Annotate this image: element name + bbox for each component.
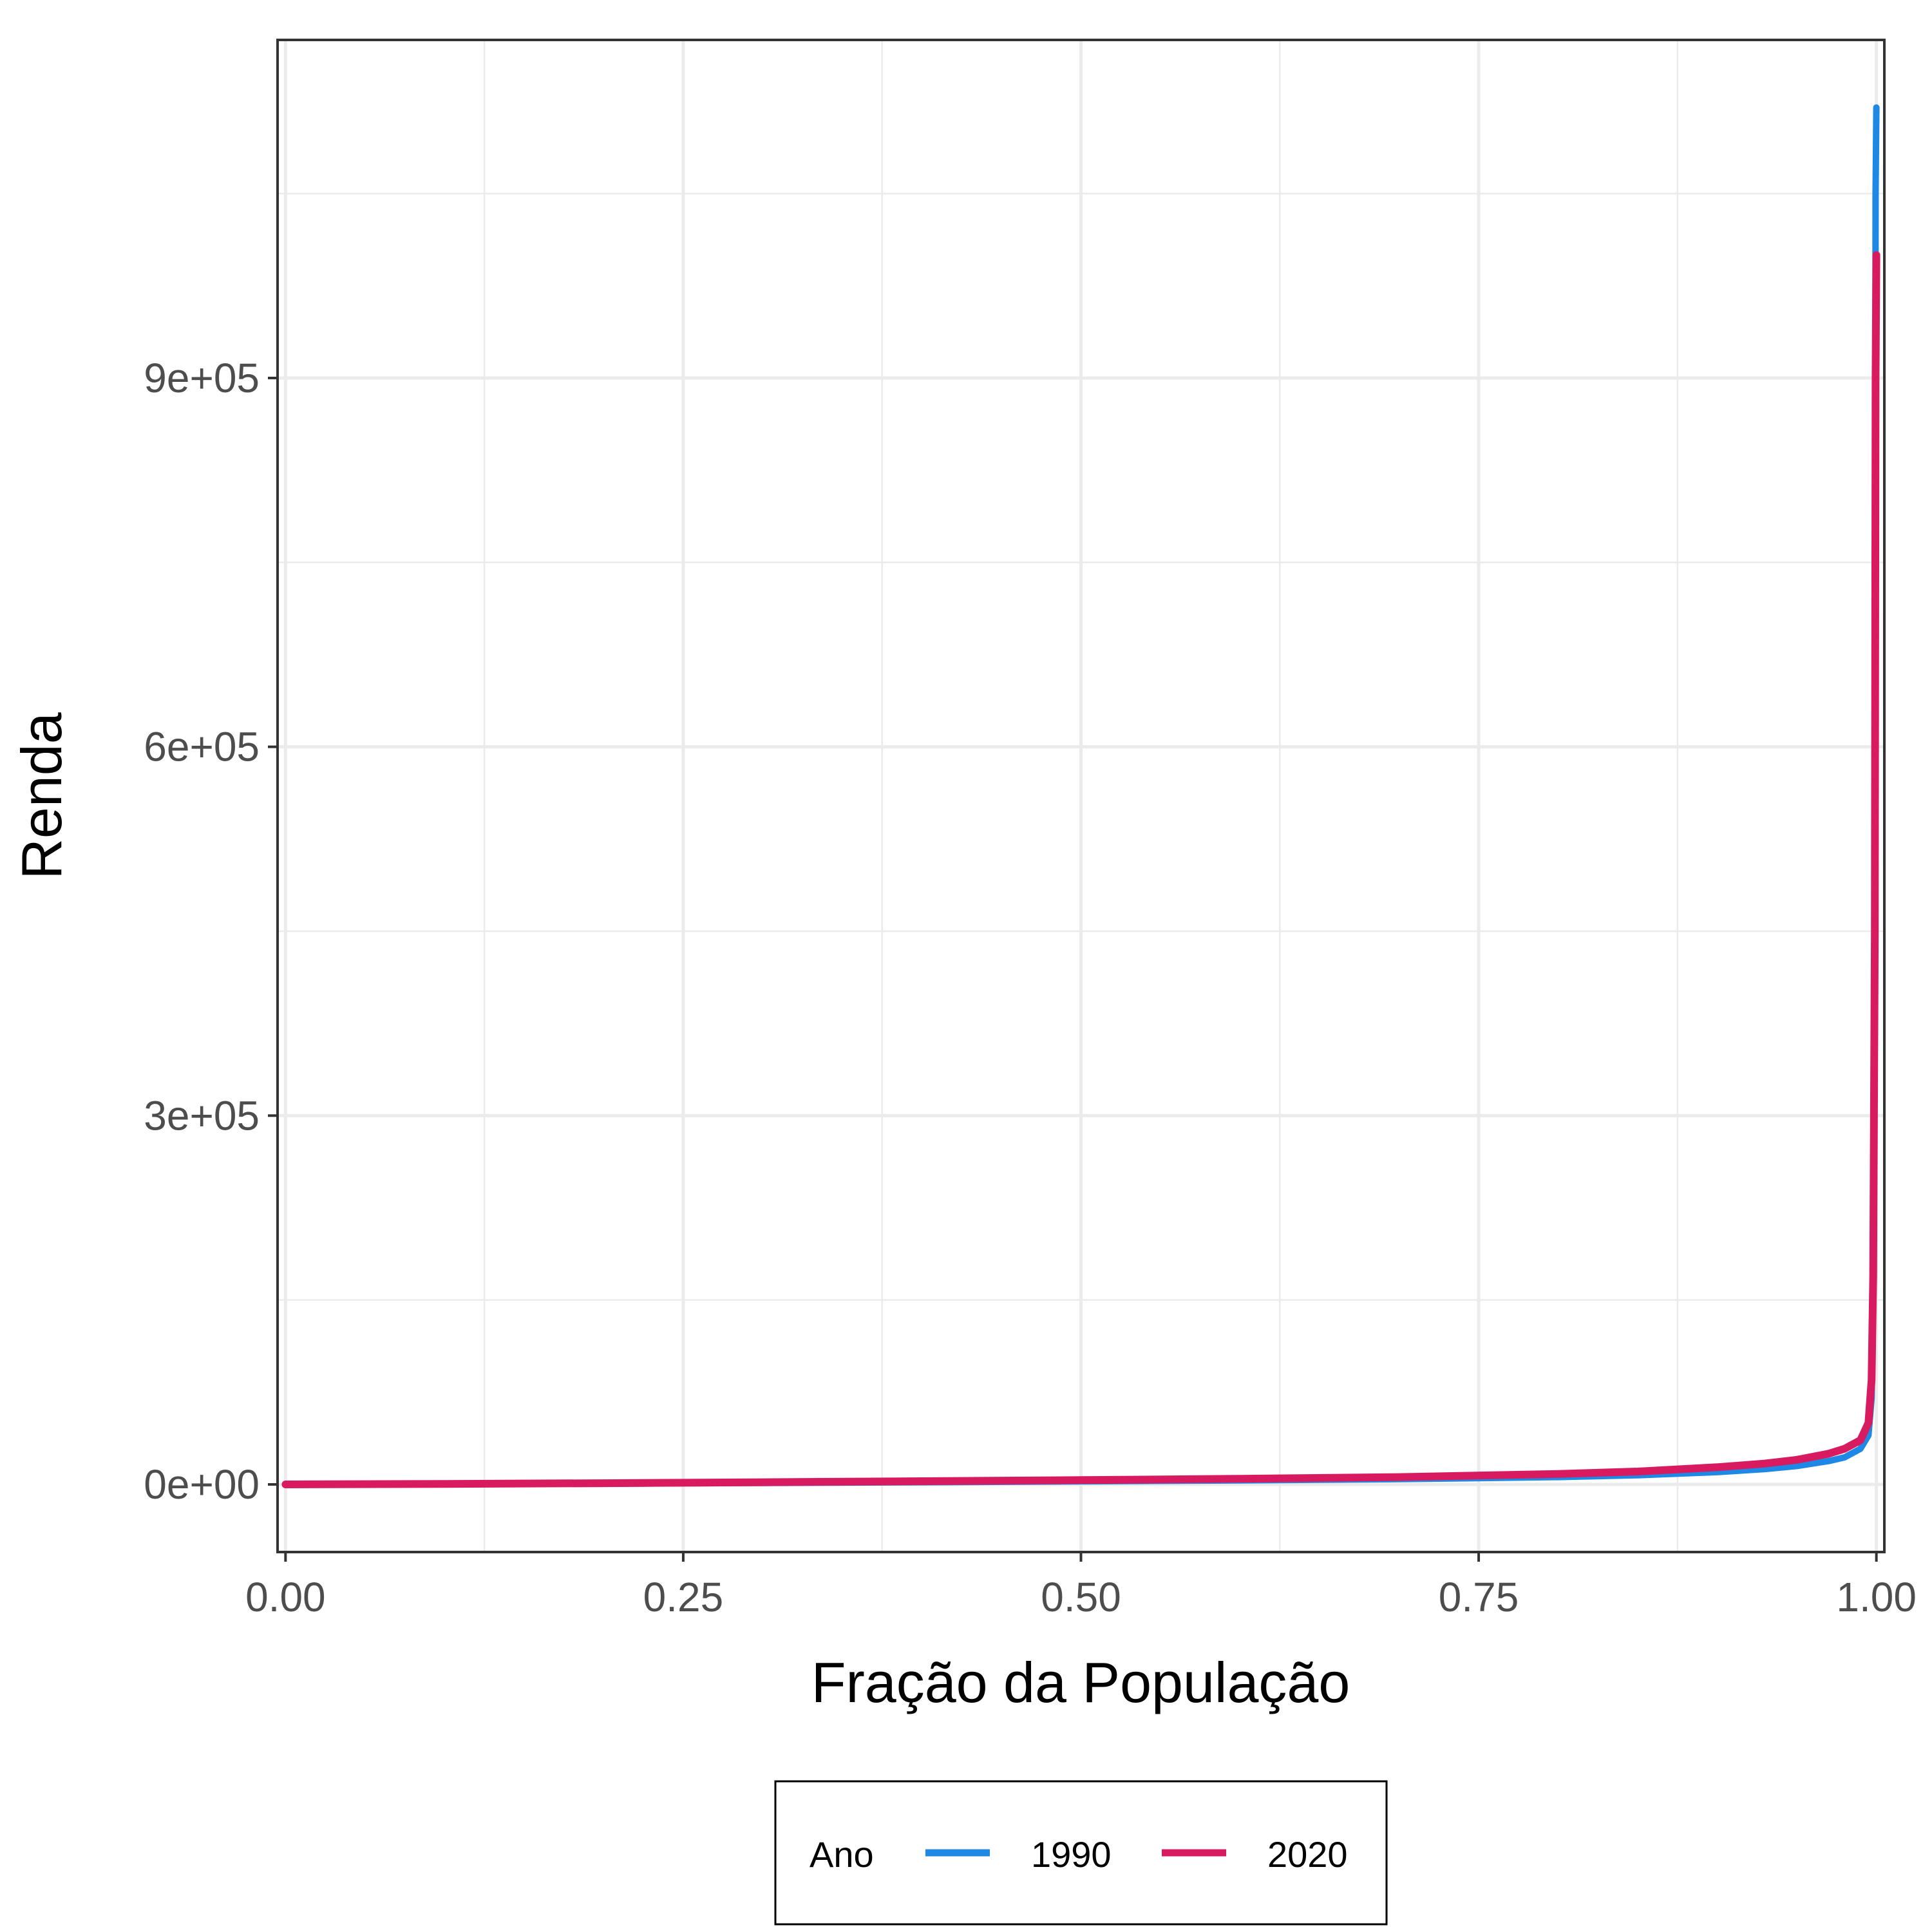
legend: Ano 1990 2020 <box>774 1780 1388 1926</box>
y-tick-label: 6e+05 <box>144 724 260 770</box>
x-axis-title: Fração da População <box>811 1651 1350 1714</box>
y-axis: 0e+00 3e+05 6e+05 9e+05 <box>144 355 278 1508</box>
y-tick-label: 3e+05 <box>144 1092 260 1139</box>
x-tick-label: 1.00 <box>1836 1574 1917 1620</box>
x-tick-label: 0.00 <box>245 1574 326 1620</box>
legend-title: Ano <box>810 1834 874 1875</box>
legend-box <box>774 1780 1388 1926</box>
series-layer <box>281 104 1880 1488</box>
x-tick-label: 0.75 <box>1439 1574 1519 1620</box>
legend-label-2020: 2020 <box>1267 1834 1348 1875</box>
y-tick-label: 0e+00 <box>144 1461 260 1508</box>
legend-label-1990: 1990 <box>1031 1834 1112 1875</box>
y-tick-label: 9e+05 <box>144 355 260 401</box>
x-tick-label: 0.25 <box>643 1574 724 1620</box>
series-line-2020 <box>281 251 1880 1488</box>
x-tick-label: 0.50 <box>1041 1574 1121 1620</box>
x-axis: 0.00 0.25 0.50 0.75 1.00 <box>245 1552 1917 1620</box>
y-axis-title: Renda <box>10 712 73 879</box>
